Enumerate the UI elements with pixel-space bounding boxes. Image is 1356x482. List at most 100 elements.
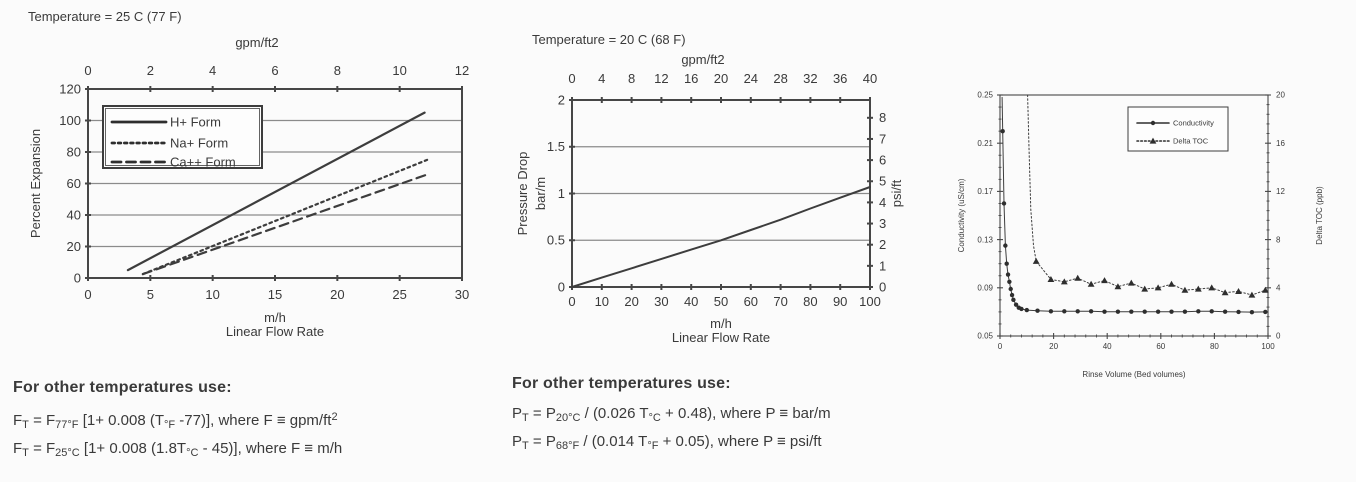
data-marker (1263, 309, 1268, 315)
bed-expansion-chart: Temperature = 25 C (77 F) gpm/ft2 0 2 4 6 8 10 1… (28, 9, 469, 339)
tick-label: 6 (879, 153, 886, 168)
tick-label: 8 (628, 71, 635, 86)
legend-label: Conductivity (1173, 119, 1214, 128)
right-axis-label: psi/ft (889, 179, 904, 207)
formula-lines: FT = F77°F [1+ 0.008 (T°F -77)], where F… (13, 406, 342, 465)
tick-label: 25 (392, 287, 406, 302)
tick-label: 2 (558, 92, 565, 107)
data-marker (1142, 309, 1147, 314)
tick-label: 120 (59, 81, 81, 96)
formula-heading: For other temperatures use: (13, 379, 232, 396)
data-marker (1088, 309, 1094, 314)
data-marker (1011, 297, 1016, 303)
data-marker (1032, 257, 1040, 264)
legend-inner-border (105, 108, 260, 166)
tick-label: 3 (879, 216, 886, 231)
tick-label: 0.25 (977, 91, 993, 100)
tick-label: 70 (773, 294, 787, 309)
tick-label: 20 (1276, 91, 1285, 100)
chart-title: Temperature = 25 C (77 F) (28, 9, 182, 24)
tick-label: 32 (803, 71, 817, 86)
tick-label: 40 (67, 207, 81, 222)
data-marker (1007, 279, 1012, 284)
data-marker (1005, 272, 1011, 277)
tick-label: 0 (1276, 332, 1281, 341)
tick-label: 10 (205, 287, 219, 302)
data-marker (1154, 284, 1162, 291)
tick-label: 0.05 (977, 332, 993, 341)
tick-label: 8 (334, 63, 341, 78)
tick-label: 1 (558, 186, 565, 201)
tick-label: 8 (879, 110, 886, 125)
data-marker (1047, 275, 1055, 282)
tick-label: 80 (1210, 342, 1219, 351)
tick-label: 2 (879, 237, 886, 252)
pressure-temperature-formulas: For other temperatures use: PT = P20°C /… (512, 375, 831, 458)
data-marker (1169, 309, 1174, 314)
legend: Conductivity Delta TOC (1127, 106, 1229, 152)
data-marker (1062, 309, 1067, 314)
tick-label: 0 (84, 287, 91, 302)
legend-label: Delta TOC (1173, 137, 1209, 146)
data-marker (1060, 278, 1068, 285)
series-pressure-drop (571, 186, 871, 288)
tick-label: 1.5 (547, 139, 565, 154)
expansion-temperature-formulas: For other temperatures use: FT = F77°F [… (13, 379, 342, 465)
data-marker (1222, 309, 1228, 314)
tick-label: 28 (773, 71, 787, 86)
legend-box (102, 105, 263, 169)
x-axis-label: Rinse Volume (Bed volumes) (1082, 370, 1185, 379)
tick-label: 0 (879, 279, 886, 294)
legend: H+ Form Na+ Form Ca++ Form (102, 105, 263, 169)
tick-label: 100 (59, 113, 81, 128)
data-marker (1048, 309, 1054, 314)
tick-label: 20 (67, 239, 81, 254)
tick-label: 20 (330, 287, 344, 302)
tick-label: 5 (879, 174, 886, 189)
tick-label: 20 (1049, 342, 1058, 351)
tick-label: 100 (859, 294, 881, 309)
x-axis-label: Linear Flow Rate (672, 330, 770, 345)
legend-label: Na+ Form (170, 135, 228, 150)
tick-label: 12 (455, 63, 469, 78)
top-axis-label: gpm/ft2 (235, 35, 278, 50)
tick-label: 4 (879, 195, 886, 210)
tick-label: 4 (1276, 284, 1281, 293)
x-axis-unit: m/h (710, 316, 732, 331)
tick-label: 0.17 (977, 187, 993, 196)
data-marker (1141, 285, 1149, 292)
tick-label: 4 (209, 63, 216, 78)
data-marker (1115, 309, 1121, 314)
tick-label: 0 (998, 342, 1003, 351)
formula-line: PT = P20°C / (0.026 T°C + 0.48), where P… (512, 405, 831, 424)
tick-label: 10 (595, 294, 609, 309)
data-marker (1004, 261, 1009, 266)
tick-label: 60 (1156, 342, 1165, 351)
tick-label: 24 (744, 71, 758, 86)
data-marker (1249, 309, 1255, 315)
tick-label: 7 (879, 131, 886, 146)
y-axis-label: Conductivity (uS/cm) (957, 178, 966, 252)
data-marker (1074, 274, 1082, 281)
formula-line: PT = P68°F / (0.014 T°F + 0.05), where P… (512, 433, 822, 452)
legend-marker (1149, 137, 1157, 144)
data-marker (1127, 279, 1135, 286)
tick-label: 6 (271, 63, 278, 78)
data-marker (1235, 288, 1242, 295)
formula-heading: For other temperatures use: (512, 375, 731, 392)
tick-label: 8 (1276, 235, 1281, 244)
tick-label: 2 (147, 63, 154, 78)
data-marker (1129, 309, 1134, 314)
tick-label: 60 (744, 294, 758, 309)
data-marker (1194, 285, 1202, 292)
data-marker (1196, 309, 1201, 314)
data-marker (1182, 309, 1188, 314)
legend-marker (1150, 120, 1156, 126)
tick-label: 1 (879, 258, 886, 273)
data-marker (1209, 309, 1214, 314)
formula-line: FT = F77°F [1+ 0.008 (T°F -77)], where F… (13, 411, 338, 431)
chart-title: Temperature = 20 C (68 F) (532, 32, 686, 47)
